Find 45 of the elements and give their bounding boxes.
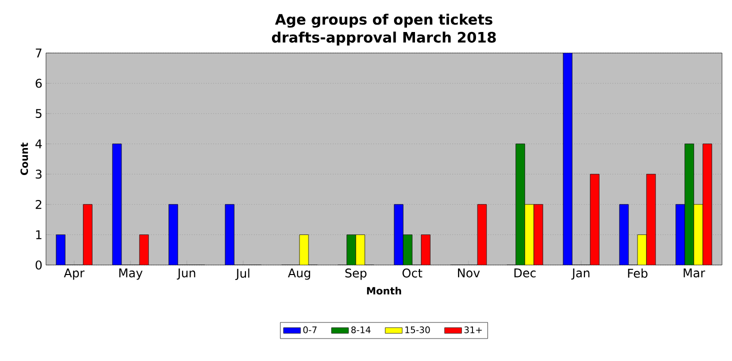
chart-title: Age groups of open tickets drafts-approval March 2018 xyxy=(272,14,496,46)
bar xyxy=(684,144,694,265)
y-tick-label: 4 xyxy=(35,139,42,148)
bar xyxy=(82,204,92,265)
x-tick-label: Mar xyxy=(684,268,706,278)
legend-label: 31+ xyxy=(464,326,482,334)
y-tick-label: 6 xyxy=(36,78,42,88)
x-tick-label: Jun xyxy=(176,268,196,280)
legend-label: 15-30 xyxy=(405,326,430,334)
y-tick-label: 5 xyxy=(36,109,42,118)
bar xyxy=(534,204,544,265)
bar xyxy=(420,234,430,265)
y-tick-label: 7 xyxy=(36,48,42,58)
bar xyxy=(346,234,356,265)
y-axis-title: Count xyxy=(20,142,28,176)
x-tick-label: Nov xyxy=(458,268,480,278)
x-tick-label: Feb xyxy=(628,268,648,278)
bar xyxy=(524,204,534,265)
bar xyxy=(402,234,412,265)
x-tick-label: Oct xyxy=(402,268,422,278)
x-tick-label: Jan xyxy=(571,268,590,280)
x-tick-label: Sep xyxy=(345,268,366,280)
legend-label: 0-7 xyxy=(303,326,317,334)
y-tick-label: 2 xyxy=(36,200,42,209)
x-tick-label: May xyxy=(119,268,143,280)
bar xyxy=(224,204,234,265)
x-tick-label: Jul xyxy=(235,268,250,280)
x-tick-label: Dec xyxy=(514,268,536,278)
y-tick-label: 1 xyxy=(36,230,42,240)
bar xyxy=(516,144,526,265)
bar xyxy=(676,204,686,265)
legend-label: 8-14 xyxy=(351,326,371,334)
y-tick-label: 0 xyxy=(36,260,42,270)
x-tick-label: Aug xyxy=(288,268,310,280)
bar xyxy=(694,204,704,265)
x-axis-title: Month xyxy=(367,286,402,295)
bar xyxy=(356,234,366,265)
bar xyxy=(702,144,712,265)
bar xyxy=(590,174,600,265)
bar xyxy=(56,234,66,265)
bar xyxy=(563,53,572,265)
y-tick-label: 3 xyxy=(36,170,42,179)
bar xyxy=(394,204,404,265)
x-tick-label: Apr xyxy=(64,268,85,280)
bar xyxy=(168,204,178,265)
